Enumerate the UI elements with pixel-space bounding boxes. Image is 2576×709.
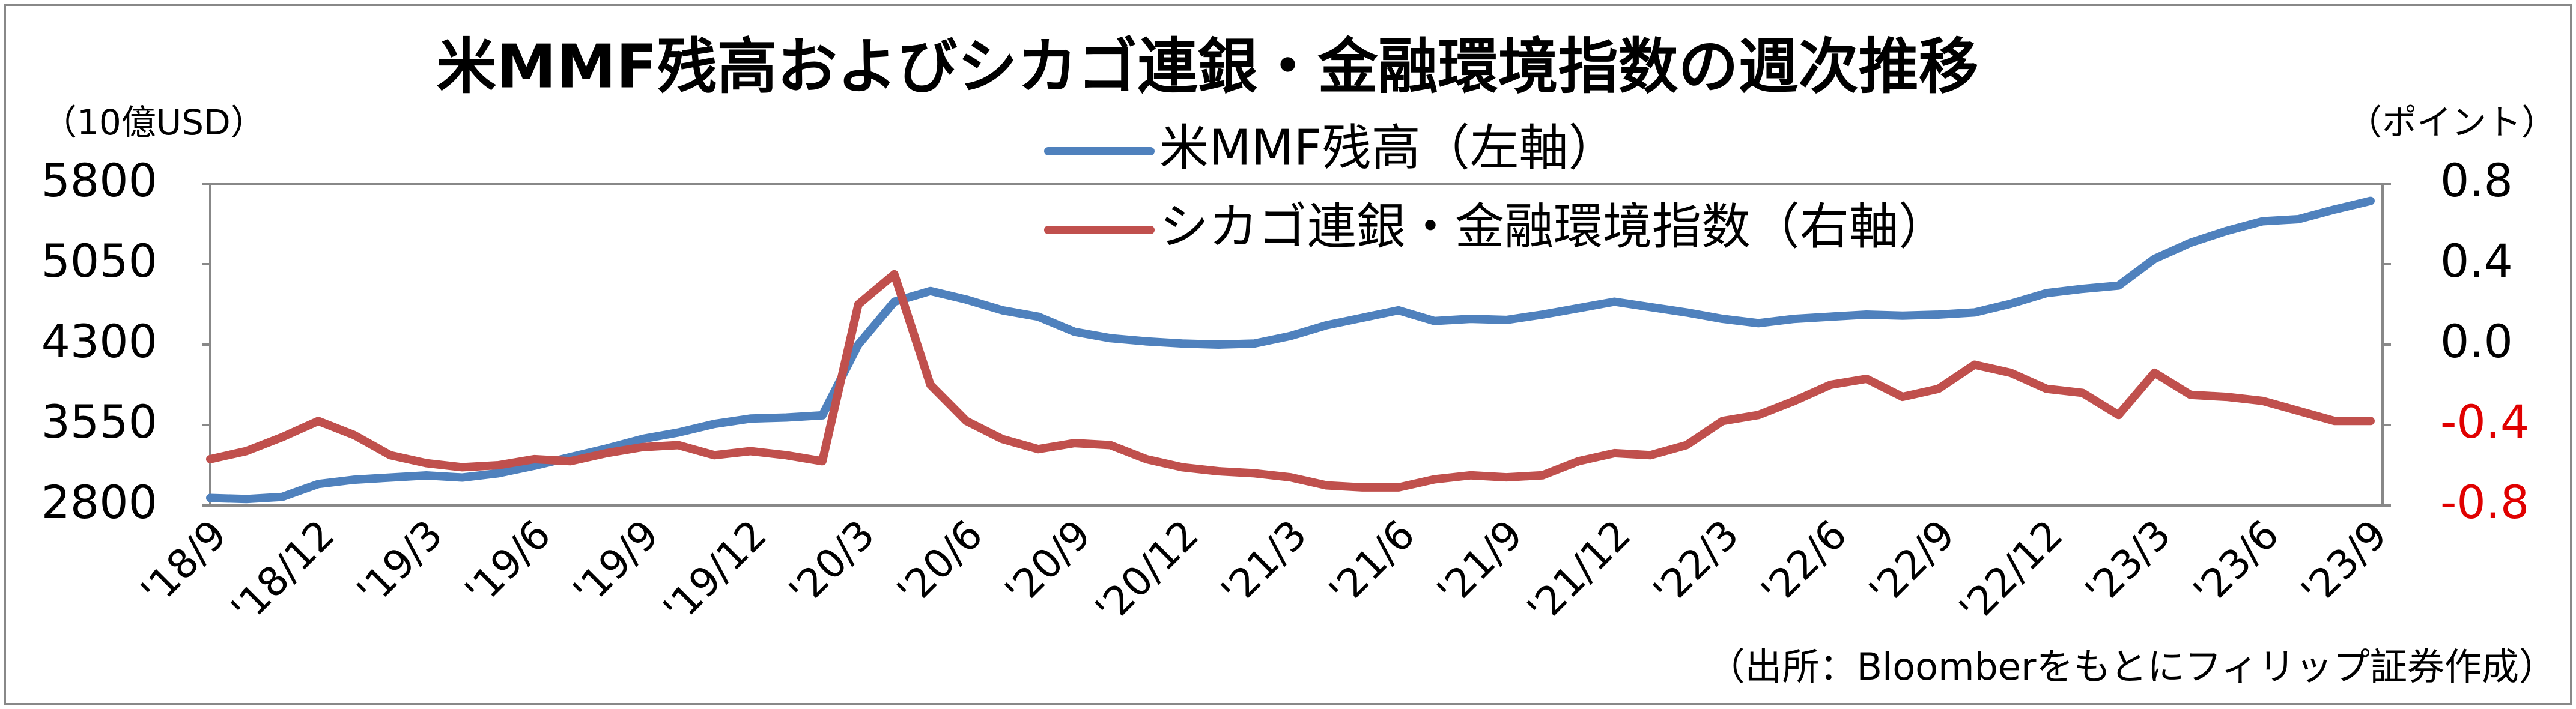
- y2-tick-label: -0.4: [2440, 395, 2529, 448]
- y-axis-label: （10億USD）: [42, 102, 266, 143]
- y-tick-label: 5050: [41, 234, 157, 288]
- y-tick-label: 2800: [41, 475, 157, 529]
- y2-tick-label: 0.8: [2440, 154, 2513, 207]
- source-note: （出所：Bloomberをもとにフィリップ証券作成）: [1707, 645, 2556, 689]
- chart-frame: [4, 4, 2572, 705]
- series-line: [206, 270, 2375, 492]
- y2-tick-label: -0.8: [2440, 475, 2529, 529]
- legend-label: シカゴ連銀・金融環境指数（右軸）: [1159, 198, 1948, 255]
- y2-tick-label: 0.4: [2440, 234, 2513, 288]
- y-tick-label: 3550: [41, 395, 157, 448]
- chart-title: 米MMF残高およびシカゴ連銀・金融環境指数の週次推移: [436, 31, 1978, 101]
- y-tick-label: 4300: [41, 315, 157, 368]
- y2-tick-label: 0.0: [2440, 315, 2513, 368]
- y2-axis-label: （ポイント）: [2347, 102, 2556, 143]
- legend-label: 米MMF残高（左軸）: [1159, 119, 1618, 176]
- y-tick-label: 5800: [41, 154, 157, 207]
